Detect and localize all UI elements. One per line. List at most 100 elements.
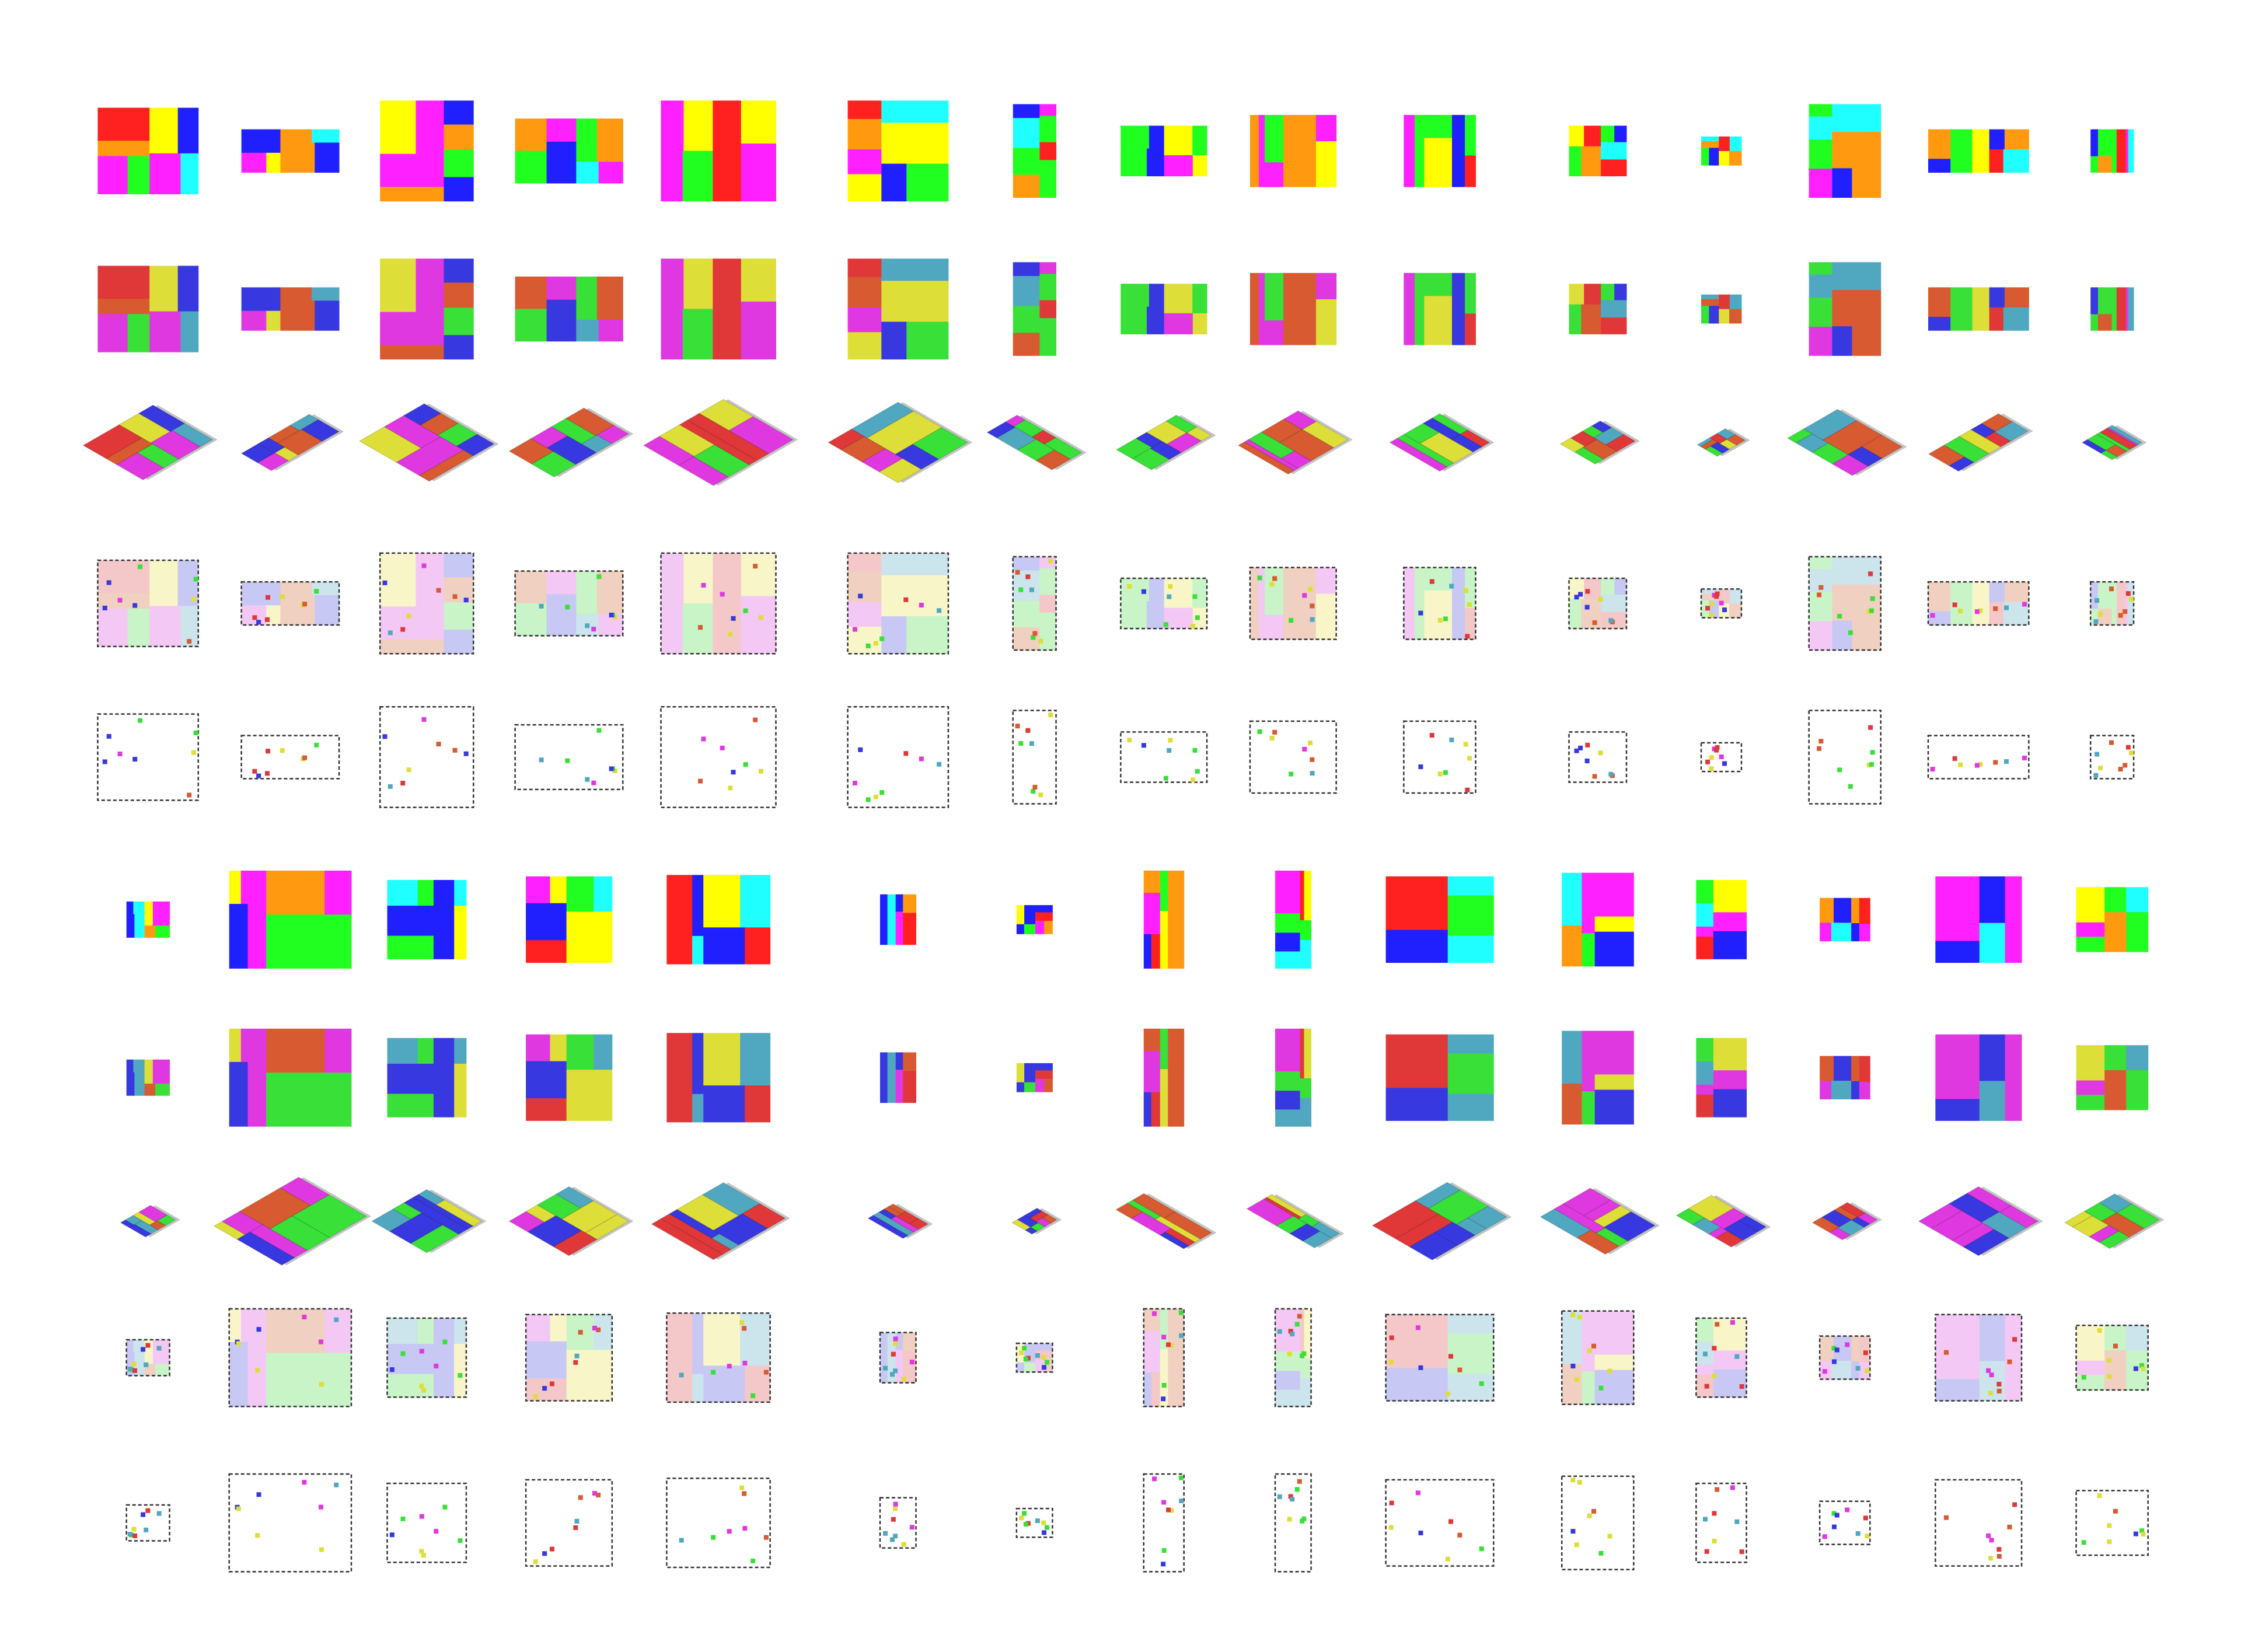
room-marker [1608, 618, 1614, 623]
room-region [152, 1339, 170, 1364]
layout-isometric [1928, 413, 2033, 472]
room-region [1164, 313, 1193, 334]
room-marker [145, 1343, 151, 1348]
room-marker [1045, 1360, 1050, 1365]
room-marker [132, 1368, 138, 1373]
room-marker [1865, 1368, 1870, 1374]
room-region [280, 595, 315, 626]
layout-room-points [2089, 735, 2135, 780]
room-region [1935, 924, 1980, 941]
room-marker [1445, 1391, 1450, 1396]
layout-room-points [1274, 1473, 1312, 1573]
room-region [703, 875, 741, 928]
room-region [741, 100, 776, 144]
layout-blob [97, 266, 199, 352]
room-region [1719, 309, 1730, 324]
room-region [1451, 313, 1465, 345]
room-region [1594, 1031, 1634, 1061]
room-region [180, 153, 199, 194]
room-marker [1443, 616, 1448, 621]
room-marker [1302, 593, 1307, 598]
room-region [724, 553, 742, 654]
room-marker [400, 1516, 406, 1521]
room-marker [1989, 1538, 1994, 1543]
room-marker [280, 748, 285, 753]
room-region [1809, 104, 1832, 117]
room-region [433, 879, 448, 959]
room-region [666, 1313, 681, 1403]
room-region [903, 1071, 917, 1089]
room-marker [419, 1514, 424, 1519]
room-region [1424, 138, 1453, 187]
layout-isometric [2081, 424, 2147, 460]
layout-blob [1701, 294, 1742, 324]
room-marker [742, 1491, 747, 1496]
room-marker [1734, 1354, 1740, 1359]
boundary-box [666, 1478, 771, 1569]
layout-isometric [1011, 1207, 1062, 1235]
room-region [1451, 567, 1465, 609]
room-marker [1714, 748, 1719, 753]
room-region [1275, 1091, 1301, 1110]
room-region [1928, 159, 1951, 173]
room-region [444, 553, 474, 578]
layout-room-points [240, 735, 340, 780]
layout-plan [1249, 114, 1337, 187]
room-block [149, 1220, 166, 1231]
layout-isometric [1811, 1202, 1882, 1241]
room-region [682, 309, 713, 359]
room-region [133, 901, 145, 915]
room-marker [1993, 760, 1998, 765]
room-marker [701, 736, 706, 742]
boundary-box [1249, 567, 1337, 640]
room-region [1834, 1056, 1852, 1081]
room-region [1928, 582, 1951, 612]
room-marker [141, 1347, 146, 1352]
room-region [1832, 557, 1882, 585]
boundary-box [125, 1504, 170, 1542]
boundary-box [2089, 735, 2135, 780]
room-region [2126, 1045, 2149, 1071]
room-region [713, 259, 725, 359]
room-region [847, 100, 882, 120]
room-marker [1015, 724, 1020, 729]
layout-room-points [1695, 1482, 1747, 1563]
room-region [1696, 1094, 1714, 1117]
room-region [741, 259, 776, 302]
room-marker [1715, 1487, 1720, 1492]
room-region [444, 577, 474, 603]
room-marker [1734, 1519, 1740, 1524]
room-marker [434, 1364, 439, 1369]
boundary-box [879, 1497, 917, 1549]
room-region [1989, 129, 2005, 150]
boundary-box [1808, 556, 1882, 651]
room-marker [1958, 609, 1963, 614]
boundary-box [1700, 588, 1743, 619]
room-region [387, 1374, 434, 1398]
room-region [1989, 582, 2005, 603]
room-marker [1029, 587, 1034, 592]
room-region [2004, 287, 2029, 308]
room-marker [873, 641, 878, 646]
layout-room-points [1249, 720, 1337, 794]
room-marker [319, 1547, 324, 1552]
layout-isometric [1540, 1188, 1660, 1255]
room-region [1160, 1069, 1168, 1127]
room-marker [585, 623, 590, 628]
room-region [692, 1033, 704, 1095]
room-marker [1015, 570, 1020, 575]
room-marker [1714, 594, 1719, 599]
room-block [1738, 1215, 1767, 1232]
layout-pastel-regions [1403, 567, 1476, 640]
room-marker [2004, 605, 2009, 610]
room-region [1834, 897, 1852, 923]
room-region [1120, 284, 1150, 307]
room-block [435, 1199, 483, 1227]
room-marker [758, 615, 763, 620]
room-region [2090, 129, 2099, 157]
room-region [1594, 1089, 1634, 1125]
room-marker [1169, 1508, 1174, 1513]
layout-pastel-regions [1012, 556, 1057, 651]
room-region [1304, 870, 1312, 921]
room-region [895, 911, 903, 945]
